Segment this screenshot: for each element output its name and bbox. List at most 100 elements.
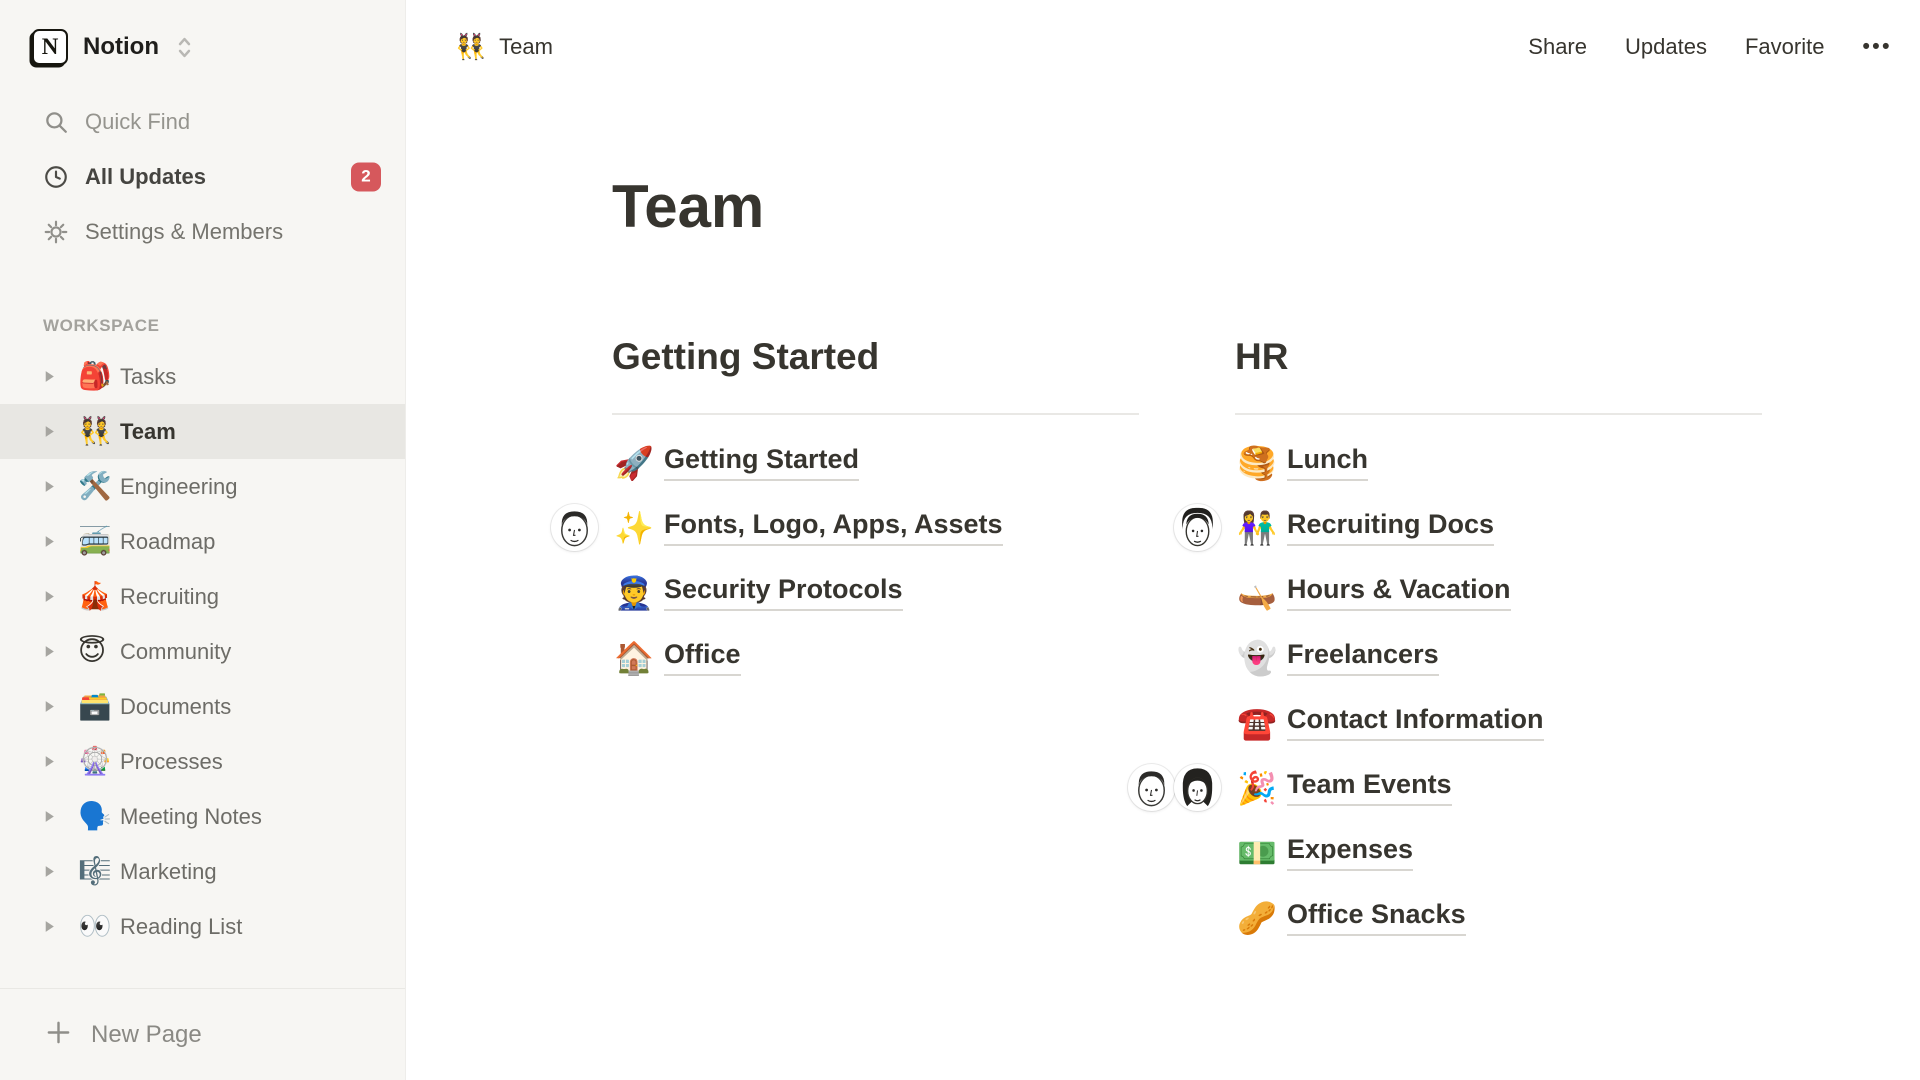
sidebar-item-settings-members[interactable]: Settings & Members [0,204,405,259]
page-link-team-events[interactable]: Team Events [1287,769,1452,806]
sidebar-page-roadmap[interactable]: 🚎 Roadmap [0,514,405,569]
avatar-man-icon [551,504,598,551]
page-content: Team Getting Started 🚀 Getting Started ✨ Fon… [406,171,1920,950]
page-link-getting-started[interactable]: Getting Started [664,444,860,481]
expand-toggle-icon[interactable] [44,590,74,603]
page-link-list: 🥞 Lunch 👫 Recruiting Docs 🛶 Hours & Vacation 👻… [1128,430,1762,950]
favorite-button[interactable]: Favorite [1744,34,1825,59]
sidebar-page-label: Meeting Notes [120,803,262,829]
sidebar-page-meeting-notes[interactable]: 🗣️ Meeting Notes [0,789,405,844]
page-emoji-icon: 👮 [614,574,654,611]
sidebar-page-label: Roadmap [120,528,216,554]
page-link-security-protocols[interactable]: Security Protocols [664,574,903,611]
sidebar-page-reading-list[interactable]: 👀 Reading List [0,899,405,954]
heading-divider [612,413,1139,415]
column-hr: HR 🥞 Lunch 👫 Recruiting Docs 🛶 Hours & Vacatio… [1128,334,1762,950]
expand-toggle-icon[interactable] [44,480,74,493]
column-getting-started: Getting Started 🚀 Getting Started ✨ Fonts, L… [551,334,1139,950]
clock-icon [42,163,70,191]
page-emoji-icon: 👻 [1237,639,1277,676]
page-link-lunch[interactable]: Lunch [1287,444,1368,481]
sidebar-top-menu: Quick Find All Updates 2 Settings & Members [0,94,405,259]
page-emoji-icon: 🎉 [1237,769,1277,806]
page-emoji-icon: 🗣️ [78,801,112,831]
workspace-switcher[interactable]: N Notion [0,0,405,94]
page-link-row: 👻 Freelancers [1235,625,1762,690]
sidebar-page-recruiting[interactable]: 🎪 Recruiting [0,569,405,624]
page-link-contact-information[interactable]: Contact Information [1287,704,1544,741]
page-emoji-icon: 🚎 [78,526,112,556]
sidebar-page-community[interactable]: 😇 Community [0,624,405,679]
expand-toggle-icon[interactable] [44,810,74,823]
main-area: 👯 Team Share Updates Favorite ••• Team G… [406,0,1920,1080]
sidebar-page-label: Tasks [120,363,177,389]
sidebar-page-marketing[interactable]: 🎼 Marketing [0,844,405,899]
expand-toggle-icon[interactable] [44,370,74,383]
page-link-row: 🥞 Lunch [1235,430,1762,495]
sidebar-page-engineering[interactable]: 🛠️ Engineering [0,459,405,514]
page-columns: Getting Started 🚀 Getting Started ✨ Fonts, L… [551,334,1920,950]
expand-toggle-icon[interactable] [44,755,74,768]
page-link-freelancers[interactable]: Freelancers [1287,639,1439,676]
sidebar: N Notion Quick Find All Updates 2 Settings … [0,0,406,1080]
column-heading[interactable]: HR [1235,336,1289,377]
expand-toggle-icon[interactable] [44,425,74,438]
avatar-man-bighair-icon [1174,504,1221,551]
updates-button[interactable]: Updates [1625,34,1707,59]
notion-logo-icon: N [32,29,68,65]
page-link-row: 👫 Recruiting Docs [1174,495,1762,560]
page-link-office-snacks[interactable]: Office Snacks [1287,899,1466,936]
collaborator-avatars [1128,764,1221,811]
expand-toggle-icon[interactable] [44,535,74,548]
more-options-icon[interactable]: ••• [1862,35,1892,58]
sidebar-item-label: Quick Find [85,108,191,134]
topbar: 👯 Team Share Updates Favorite ••• [406,0,1920,94]
sidebar-page-documents[interactable]: 🗃️ Documents [0,679,405,734]
expand-toggle-icon[interactable] [44,920,74,933]
page-emoji-icon: 👯 [78,416,112,446]
sidebar-item-all-updates[interactable]: All Updates 2 [0,149,405,204]
page-title[interactable]: Team [612,173,765,240]
page-emoji-icon: 🛶 [1237,574,1277,611]
page-link-recruiting-docs[interactable]: Recruiting Docs [1287,509,1495,546]
page-link-row: ☎️ Contact Information [1235,690,1762,755]
sidebar-page-processes[interactable]: 🎡 Processes [0,734,405,789]
heading-divider [1235,413,1762,415]
sidebar-item-quick-find[interactable]: Quick Find [0,94,405,149]
expand-toggle-icon[interactable] [44,865,74,878]
page-emoji-icon: 👀 [78,911,112,941]
sidebar-page-tasks[interactable]: 🎒 Tasks [0,349,405,404]
chevron-up-down-icon [176,34,193,61]
page-link-row: 🥜 Office Snacks [1235,885,1762,950]
breadcrumb[interactable]: 👯 Team [455,34,553,60]
new-page-button[interactable]: New Page [0,988,405,1080]
sidebar-page-team[interactable]: 👯 Team [0,404,405,459]
page-emoji-icon: 🎪 [78,581,112,611]
sidebar-page-label: Processes [120,748,223,774]
page-emoji-icon: 👯 [455,32,487,61]
column-heading[interactable]: Getting Started [612,336,880,377]
page-link-row: ✨ Fonts, Logo, Apps, Assets [551,495,1139,560]
page-emoji-icon: 🥜 [1237,899,1277,936]
page-emoji-icon: 🎼 [78,856,112,886]
page-link-hours-vacation[interactable]: Hours & Vacation [1287,574,1511,611]
avatar-man-icon [1128,764,1175,811]
page-emoji-icon: 😇 [78,636,107,666]
page-link-office[interactable]: Office [664,639,741,676]
page-emoji-icon: 🚀 [614,444,654,481]
updates-count-badge: 2 [351,162,381,191]
page-emoji-icon: 💵 [1237,834,1277,871]
page-link-expenses[interactable]: Expenses [1287,834,1414,871]
avatar-woman-icon [1174,764,1221,811]
gear-icon [42,218,70,246]
page-emoji-icon: 🥞 [1237,444,1277,481]
share-button[interactable]: Share [1528,34,1587,59]
expand-toggle-icon[interactable] [44,645,74,658]
new-page-label: New Page [91,1020,202,1048]
sidebar-page-label: Team [120,418,176,444]
page-emoji-icon: ✨ [614,509,654,546]
page-link-fonts-logo-apps-assets[interactable]: Fonts, Logo, Apps, Assets [664,509,1003,546]
sidebar-page-label: Community [120,638,232,664]
page-link-row: 👮 Security Protocols [612,560,1139,625]
expand-toggle-icon[interactable] [44,700,74,713]
